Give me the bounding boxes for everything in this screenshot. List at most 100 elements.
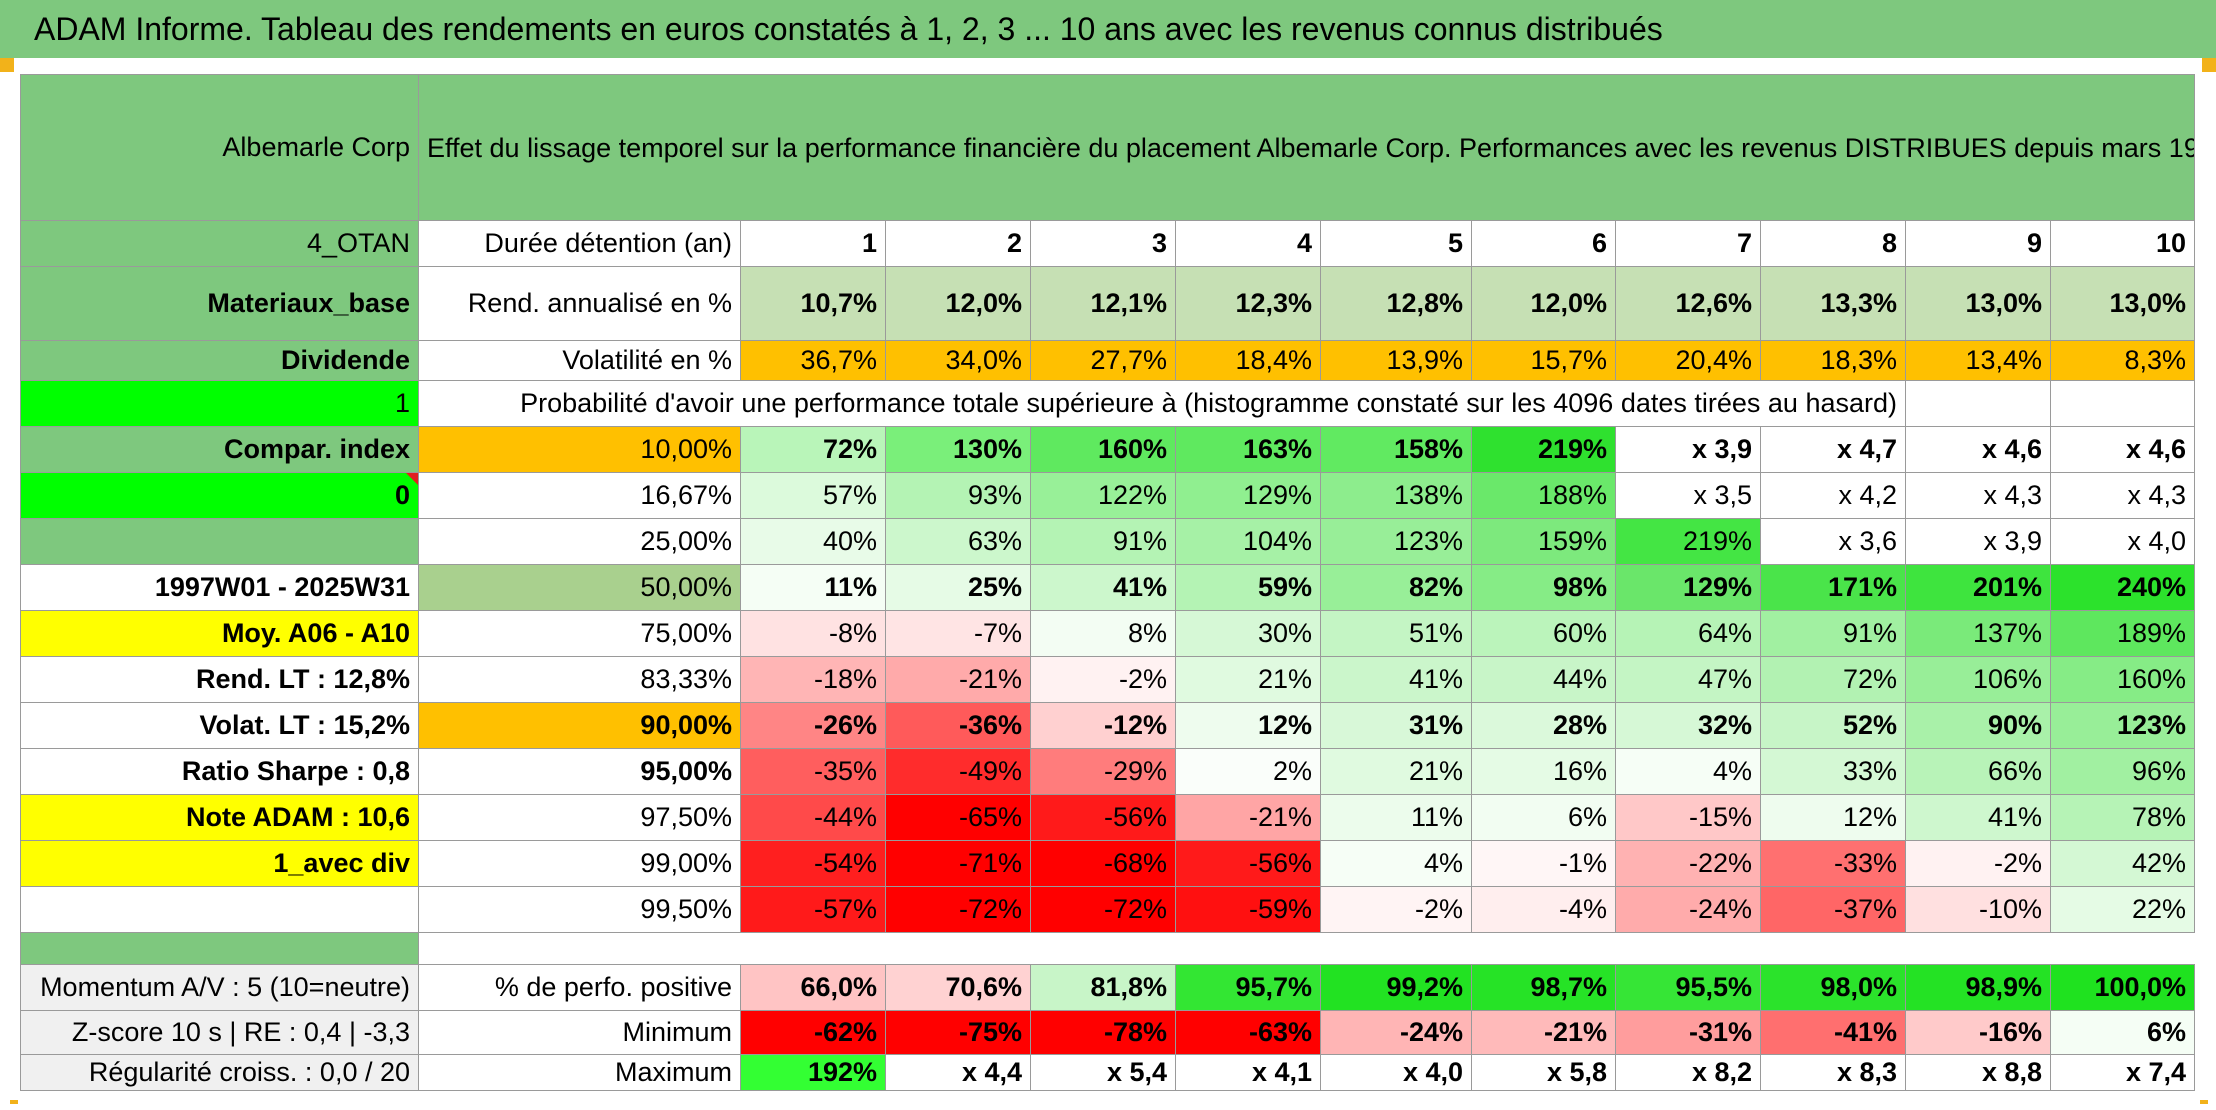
probability-threshold: 95,00% [418,748,741,795]
table-row: 1997W01 - 2025W31 50,00% 11% 25% 41% 59% 82% 98… [20,564,2196,611]
value-cell: 6% [2049,1010,2196,1055]
value-cell: -15% [1615,794,1761,841]
value-cell: 32% [1615,702,1761,749]
value-cell: -68% [1030,840,1176,887]
table-row: Compar. index 10,00% 72% 130% 160% 163% 158% 21… [20,426,2196,473]
row-side-label-blank [20,886,419,933]
row-label: Volatilité en % [418,340,741,381]
value-cell: -75% [885,1010,1031,1055]
probability-threshold: 25,00% [418,518,741,565]
value-cell: 33% [1760,748,1906,795]
row-side-label-0: 0 [20,472,419,519]
value-cell: -44% [740,794,886,841]
value-cell: 99,2% [1320,964,1472,1011]
value-cell: -12% [1030,702,1176,749]
row-side-label-momentum-a-v-5-10-neutre: Momentum A/V : 5 (10=neutre) [20,964,419,1011]
value-cell: x 8,8 [1905,1054,2051,1091]
value-cell: 21% [1320,748,1472,795]
value-cell: -16% [1905,1010,2051,1055]
value-cell: 13,0% [2049,266,2196,341]
row-side-label-compar-index: Compar. index [20,426,419,473]
table-row: Rend. LT : 12,8% 83,33% -18% -21% -2% 21% 41% 4… [20,656,2196,703]
value-cell: 98,9% [1905,964,2051,1011]
value-cell: 25% [885,564,1031,611]
value-cell: 160% [1030,426,1176,473]
table-row: Materiaux_base Rend. annualisé en % 10,7% 1… [20,266,2196,341]
value-cell: 6% [1471,794,1616,841]
value-cell: 7 [1615,220,1761,267]
row-label: % de perfo. positive [418,964,741,1011]
value-cell: -8% [740,610,886,657]
value-cell: 123% [2049,702,2196,749]
value-cell: 158% [1320,426,1472,473]
corner-marker [10,1100,18,1104]
value-cell: 15,7% [1471,340,1616,381]
value-cell: -26% [740,702,886,749]
header-row: Albemarle Corp Effet du lissage temporel… [20,74,2196,221]
value-cell: 129% [1615,564,1761,611]
value-cell: -71% [885,840,1031,887]
value-cell: 8 [1760,220,1906,267]
spacer-cell [418,932,2195,965]
table-row: 1_avec div 99,00% -54% -71% -68% -56% 4% -1% -22… [20,840,2196,887]
value-cell: 96% [2049,748,2196,795]
value-cell: 12% [1175,702,1321,749]
value-cell: 9 [1905,220,2051,267]
value-cell: 10 [2049,220,2196,267]
probability-threshold: 50,00% [418,564,741,611]
row-label: Rend. annualisé en % [418,266,741,341]
value-cell: x 8,2 [1615,1054,1761,1091]
value-cell: -24% [1615,886,1761,933]
row-side-label-4-otan: 4_OTAN [20,220,419,267]
spacer-row [20,932,2195,965]
value-cell: -49% [885,748,1031,795]
value-cell: 188% [1471,472,1616,519]
value-cell: -2% [1320,886,1472,933]
value-cell: x 5,4 [1030,1054,1176,1091]
value-cell: -21% [885,656,1031,703]
value-cell: 163% [1175,426,1321,473]
value-cell: -37% [1760,886,1906,933]
value-cell: -31% [1615,1010,1761,1055]
value-cell: 22% [2049,886,2196,933]
spacer-cell [20,932,419,965]
value-cell: x 3,9 [1905,518,2051,565]
value-cell: -22% [1615,840,1761,887]
value-cell: 219% [1471,426,1616,473]
value-cell: -72% [1030,886,1176,933]
value-cell: 2% [1175,748,1321,795]
value-cell: 59% [1175,564,1321,611]
value-cell: 12% [1760,794,1906,841]
value-cell: -2% [1905,840,2051,887]
performance-table: Albemarle Corp Effet du lissage temporel… [20,74,2196,1091]
value-cell: 18,4% [1175,340,1321,381]
table-description: Effet du lissage temporel sur la perform… [417,74,2196,221]
value-cell: x 4,6 [1905,426,2051,473]
row-side-label-regularite-croiss-0-0-20: Régularité croiss. : 0,0 / 20 [20,1054,419,1091]
value-cell: 70,6% [885,964,1031,1011]
value-cell: x 3,5 [1615,472,1761,519]
value-cell: 137% [1905,610,2051,657]
value-cell: -56% [1175,840,1321,887]
value-cell: 11% [740,564,886,611]
value-cell: 34,0% [885,340,1031,381]
value-cell: x 5,8 [1471,1054,1616,1091]
value-cell: 122% [1030,472,1176,519]
row-side-label-moy-a06-a10: Moy. A06 - A10 [20,610,419,657]
value-cell: 93% [885,472,1031,519]
value-cell: 8,3% [2049,340,2196,381]
value-cell: 98,7% [1471,964,1616,1011]
value-cell: 64% [1615,610,1761,657]
value-cell: 41% [1030,564,1176,611]
value-cell: x 4,6 [2049,426,2196,473]
value-cell: x 4,0 [1320,1054,1472,1091]
row-label: Maximum [418,1054,741,1091]
value-cell: 30% [1175,610,1321,657]
table-row: Note ADAM : 10,6 97,50% -44% -65% -56% -21% 11… [20,794,2196,841]
value-cell: 91% [1030,518,1176,565]
value-cell: x 3,9 [1615,426,1761,473]
empty-cell [2049,380,2196,427]
value-cell: 66,0% [740,964,886,1011]
value-cell: x 4,3 [1905,472,2051,519]
table-row: 99,50% -57% -72% -72% -59% -2% -4% -24% -37% -10%… [20,886,2196,933]
